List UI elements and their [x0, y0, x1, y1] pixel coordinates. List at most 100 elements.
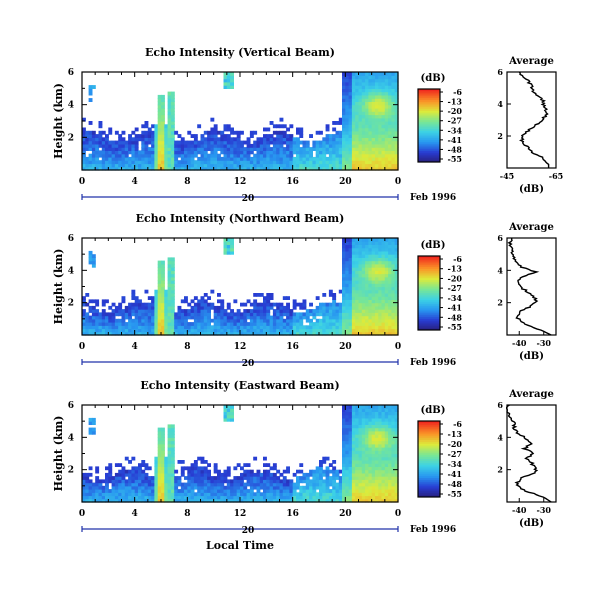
heatmap-cell — [207, 134, 211, 138]
heatmap-cell — [230, 81, 234, 86]
heatmap-cell — [361, 244, 366, 249]
heatmap-cell — [394, 411, 399, 416]
heatmap-cell — [391, 460, 396, 464]
heatmap-cell — [108, 130, 113, 135]
x-tick-label: 4 — [132, 177, 138, 187]
heatmap-cell — [299, 498, 304, 503]
heatmap-cell — [384, 147, 389, 151]
heatmap-cell — [98, 137, 103, 142]
heatmap-cell — [342, 247, 346, 252]
heatmap-cell — [164, 489, 169, 493]
heatmap-cell — [272, 479, 277, 484]
heatmap-cell — [361, 440, 366, 445]
heatmap-cell — [361, 492, 366, 497]
heatmap-cell — [368, 166, 373, 171]
heatmap-cell — [118, 163, 123, 168]
heatmap-cell — [365, 315, 369, 320]
heatmap-cell — [240, 492, 244, 497]
heatmap-cell — [355, 140, 360, 145]
heatmap-cell — [305, 492, 310, 497]
heatmap-cell — [177, 460, 182, 464]
heatmap-cell — [243, 140, 248, 145]
heatmap-cell — [315, 325, 320, 330]
heatmap-cell — [358, 88, 363, 93]
heatmap-cell — [365, 156, 369, 161]
colorbar-segment — [418, 94, 440, 97]
heatmap-cell — [345, 107, 350, 112]
heatmap-cell — [355, 124, 360, 129]
heatmap-cell — [210, 302, 215, 307]
heatmap-cell — [384, 81, 389, 86]
heatmap-cell — [351, 309, 356, 313]
heatmap-cell — [88, 430, 93, 435]
heatmap-cell — [315, 498, 320, 503]
heatmap-cell — [322, 482, 327, 487]
heatmap-cell — [342, 283, 346, 288]
heatmap-cell — [114, 140, 119, 145]
colorbar-segment — [418, 118, 440, 121]
heatmap-cell — [174, 328, 179, 333]
heatmap-cell — [256, 150, 261, 155]
heatmap-cell — [193, 479, 198, 484]
colorbar-segment — [418, 256, 440, 259]
heatmap-cell — [253, 305, 258, 310]
heatmap-cell — [138, 482, 142, 487]
heatmap-cell — [170, 143, 175, 148]
heatmap-cell — [263, 498, 267, 503]
heatmap-cell — [394, 318, 399, 323]
heatmap-cell — [358, 121, 363, 125]
colorbar-segment — [418, 298, 440, 301]
heatmap-cell — [388, 121, 392, 125]
heatmap-cell — [394, 309, 399, 313]
heatmap-cell — [220, 156, 225, 161]
heatmap-cell — [309, 492, 313, 497]
heatmap-cell — [193, 302, 198, 307]
heatmap-cell — [315, 495, 320, 500]
heatmap-cell — [292, 137, 297, 142]
heatmap-cell — [394, 244, 399, 249]
heatmap-cell — [312, 472, 317, 477]
heatmap-cell — [174, 140, 179, 145]
heatmap-cell — [269, 466, 274, 471]
heatmap-cell — [203, 156, 208, 161]
heatmap-cell — [217, 318, 221, 323]
heatmap-cell — [236, 143, 241, 148]
heatmap-cell — [233, 479, 238, 484]
heatmap-cells — [82, 238, 399, 336]
heatmap-cell — [358, 414, 363, 419]
heatmap-cell — [167, 472, 172, 477]
heatmap-cell — [355, 160, 360, 165]
heatmap-cell — [388, 160, 392, 165]
heatmap-cell — [361, 450, 366, 455]
heatmap-cell — [365, 263, 369, 268]
average-title: Average — [508, 222, 554, 233]
heatmap-cell — [144, 302, 149, 307]
heatmap-cell — [174, 147, 179, 151]
heatmap-cell — [282, 309, 287, 313]
heatmap-cell — [358, 263, 363, 268]
colorbar-segment — [418, 268, 440, 272]
heatmap-cell — [240, 466, 244, 471]
heatmap-cell — [348, 331, 353, 336]
heatmap-cell — [249, 134, 254, 138]
heatmap-cell — [384, 75, 389, 80]
heatmap-cell — [114, 147, 119, 151]
colorbar-segment — [418, 302, 440, 305]
heatmap-cell — [378, 408, 383, 412]
heatmap-cell — [105, 166, 109, 171]
heatmap-cell — [213, 328, 218, 333]
heatmap-cell — [394, 134, 399, 138]
heatmap-cell — [203, 469, 208, 474]
heatmap-cell — [147, 495, 152, 500]
heatmap-cell — [361, 130, 366, 135]
heatmap-cell — [164, 296, 169, 300]
heatmap-cell — [223, 331, 228, 336]
heatmap-cell — [230, 247, 234, 252]
heatmap-cell — [384, 430, 389, 435]
heatmap-cell — [157, 476, 162, 480]
heatmap-cell — [365, 130, 369, 135]
heatmap-cell — [381, 299, 386, 304]
heatmap-cell — [358, 156, 363, 161]
heatmap-cell — [233, 328, 238, 333]
heatmap-cell — [108, 328, 113, 333]
